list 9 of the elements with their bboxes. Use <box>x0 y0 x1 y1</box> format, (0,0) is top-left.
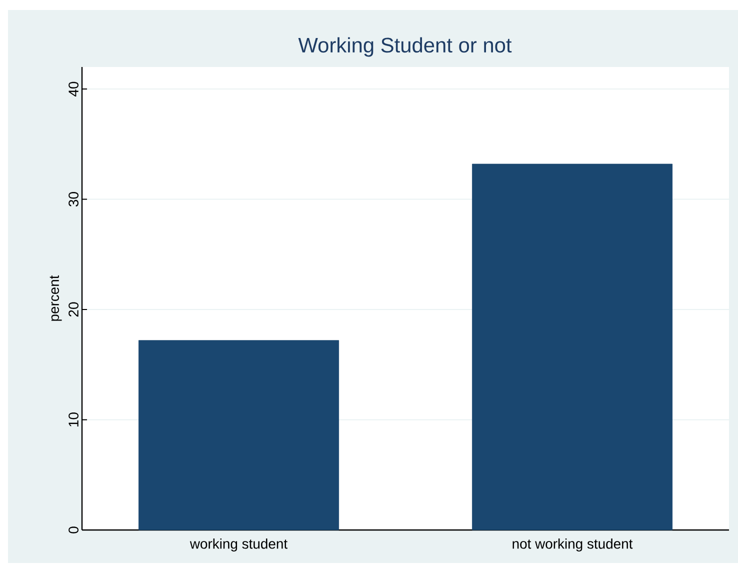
y-tick-label: 10 <box>68 412 78 426</box>
y-tick-label: 40 <box>68 82 78 96</box>
chart-title: Working Student or not <box>298 37 512 57</box>
y-axis-title: percent <box>50 275 62 321</box>
y-tick-label: 30 <box>68 192 78 206</box>
y-tick-label: 0 <box>68 526 78 534</box>
x-tick-label: not working student <box>512 538 633 552</box>
x-tick-label: working student <box>190 538 288 552</box>
y-tick-label: 20 <box>68 302 78 317</box>
